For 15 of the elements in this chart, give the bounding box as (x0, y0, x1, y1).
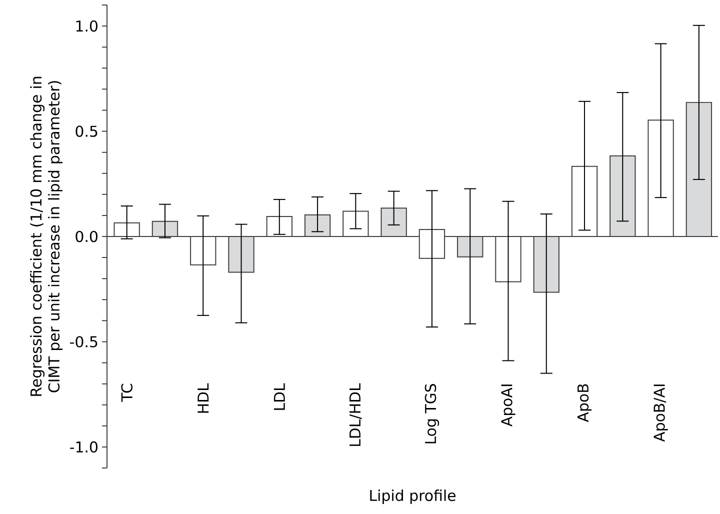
y-tick-label: 1.0 (76, 20, 98, 32)
x-tick-label: LDL/HDL (350, 383, 362, 446)
x-tick-label: TC (121, 384, 132, 402)
y-tick-label: 0.5 (76, 126, 98, 137)
x-tick-label: LDL (274, 383, 285, 410)
y-axis-title: Regression coefficient (1/10 mm change in CIMT per unit increase in lipid parameter) (30, 76, 62, 396)
x-tick-label: ApoB (578, 384, 592, 422)
x-axis-title: Lipid profile (370, 490, 456, 504)
x-tick-label: Log TGS (424, 384, 440, 444)
x-tick-label: ApoB/AI (654, 384, 668, 442)
x-tick-label: HDL (198, 383, 209, 413)
y-tick-label: -1.0 (70, 441, 98, 453)
x-tick-label: ApoAI (501, 384, 516, 426)
y-tick-label: -0.5 (70, 336, 98, 348)
y-tick-label: 0.0 (76, 230, 98, 242)
